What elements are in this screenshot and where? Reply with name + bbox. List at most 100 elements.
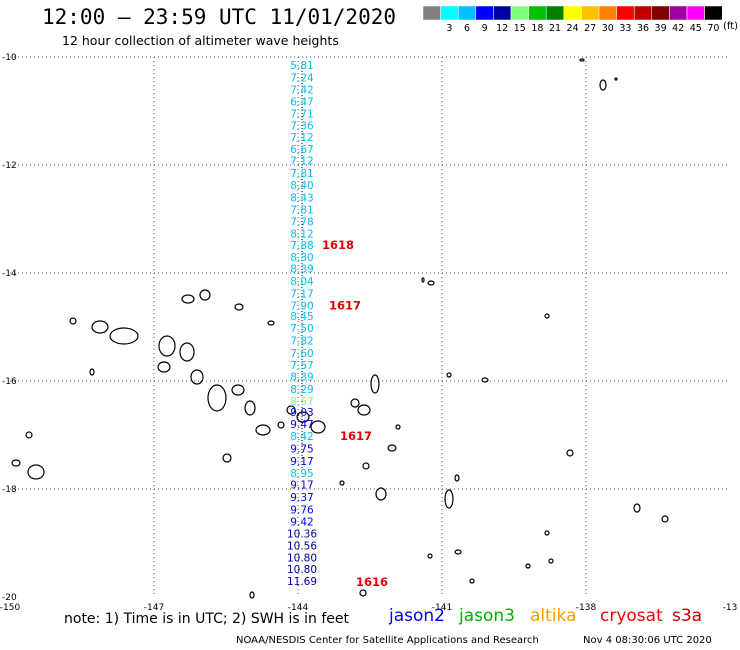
legend-label: 45 bbox=[690, 23, 702, 34]
island-outline bbox=[339, 480, 345, 486]
legend-swatch bbox=[493, 5, 512, 21]
island-outline bbox=[427, 553, 433, 559]
wave-height-label: 9.42 bbox=[290, 516, 313, 528]
island-outline bbox=[277, 421, 285, 429]
wave-height-label: 7.82 bbox=[290, 336, 313, 348]
wave-height-label: 9.03 bbox=[290, 407, 313, 419]
island-outline bbox=[454, 474, 460, 482]
legend-label: 70 bbox=[707, 23, 719, 34]
island-outline bbox=[599, 79, 607, 91]
wave-height-label: 7.42 bbox=[290, 84, 313, 96]
lon-tick-label: -150 bbox=[0, 603, 20, 613]
wave-height-label: 7.90 bbox=[290, 300, 313, 312]
legend-label: 6 bbox=[464, 23, 470, 34]
wave-height-label: 7.24 bbox=[290, 73, 314, 85]
island-outline bbox=[207, 384, 227, 412]
legend-swatch bbox=[440, 5, 459, 21]
island-outline bbox=[158, 335, 176, 357]
lon-tick-label: -138 bbox=[576, 603, 597, 613]
legend-label: 21 bbox=[549, 23, 561, 34]
wave-height-label: 6.47 bbox=[290, 96, 313, 108]
wave-height-label: 10.80 bbox=[287, 553, 317, 565]
wave-height-label: 8.42 bbox=[290, 431, 313, 443]
island-outline bbox=[427, 280, 435, 286]
island-outline bbox=[357, 404, 371, 416]
legend-swatch bbox=[545, 5, 565, 21]
lat-tick-label: -10 bbox=[2, 53, 17, 63]
wave-height-label: 11.69 bbox=[287, 576, 317, 588]
island-outline bbox=[370, 374, 380, 394]
wave-height-label: 8.95 bbox=[290, 468, 313, 480]
legend-swatch bbox=[528, 5, 547, 21]
wave-height-label: 10.36 bbox=[287, 528, 317, 540]
island-outline bbox=[89, 368, 95, 376]
legend-swatch bbox=[510, 5, 529, 21]
legend-units: (ft) bbox=[723, 21, 739, 32]
satellite-name: jason2 bbox=[389, 606, 445, 626]
legend-swatch bbox=[598, 5, 617, 21]
lon-tick-label: -147 bbox=[144, 603, 164, 613]
page-subtitle: 12 hour collection of altimeter wave hei… bbox=[62, 33, 339, 48]
island-outline bbox=[359, 589, 367, 597]
legend-swatch bbox=[563, 5, 582, 21]
wave-height-label: 7.12 bbox=[290, 156, 313, 168]
satellite-name: jason3 bbox=[459, 606, 515, 626]
wave-height-label: 8.39 bbox=[290, 264, 313, 276]
wave-height-label: 10.56 bbox=[287, 541, 317, 553]
satellite-name: altika bbox=[530, 606, 577, 626]
wave-height-label: 10.80 bbox=[287, 564, 317, 576]
island-outline bbox=[548, 558, 554, 564]
legend-swatch bbox=[475, 5, 494, 21]
island-outline bbox=[469, 578, 475, 584]
island-outline bbox=[633, 503, 641, 513]
island-outline bbox=[181, 294, 195, 304]
wave-height-label: 9.17 bbox=[290, 480, 313, 492]
island-outline bbox=[544, 530, 550, 536]
wave-height-label: 9.75 bbox=[290, 444, 313, 456]
island-outline bbox=[179, 342, 195, 362]
island-outline bbox=[310, 420, 326, 434]
island-outline bbox=[267, 320, 275, 326]
island-outline bbox=[362, 462, 370, 470]
footer-note: note: 1) Time is in UTC; 2) SWH is in fe… bbox=[64, 611, 350, 627]
lat-tick-label: -14 bbox=[2, 269, 17, 279]
island-outline bbox=[234, 303, 244, 311]
wave-height-label: 7.12 bbox=[290, 132, 313, 144]
wave-height-label: 8.45 bbox=[290, 311, 313, 323]
island-outline bbox=[661, 515, 669, 523]
island-outline bbox=[375, 487, 387, 501]
wave-height-label: 6.67 bbox=[290, 144, 313, 156]
lat-tick-label: -18 bbox=[2, 485, 17, 495]
legend-label: 30 bbox=[602, 23, 614, 34]
island-outline bbox=[446, 372, 452, 378]
island-outline bbox=[11, 459, 21, 467]
island-outline bbox=[544, 313, 550, 319]
island-outline bbox=[481, 377, 489, 383]
legend-label: 27 bbox=[584, 23, 596, 34]
wave-height-label: 5.81 bbox=[290, 60, 313, 72]
wave-height-label: 9.47 bbox=[290, 419, 313, 431]
island-outline bbox=[199, 289, 211, 301]
island-outline bbox=[579, 58, 585, 62]
satellite-name: s3a bbox=[672, 606, 703, 626]
island-outline bbox=[190, 369, 204, 385]
island-outline bbox=[296, 411, 310, 423]
legend-swatch bbox=[457, 5, 477, 21]
island-outline bbox=[222, 453, 232, 463]
wave-height-label: 8.39 bbox=[290, 372, 313, 384]
island-outline bbox=[91, 320, 109, 334]
wave-height-label: 8.04 bbox=[290, 276, 314, 288]
island-outline bbox=[387, 444, 397, 452]
wave-height-label: 7.60 bbox=[290, 348, 313, 360]
legend-label: 18 bbox=[531, 23, 543, 34]
island-outline bbox=[525, 563, 531, 569]
wave-height-label: 7.88 bbox=[290, 240, 313, 252]
credit-line: NOAA/NESDIS Center for Satellite Applica… bbox=[236, 635, 539, 646]
wave-height-label: 7.57 bbox=[290, 360, 313, 372]
lon-tick-label: -144 bbox=[288, 603, 309, 613]
satellite-name: cryosat bbox=[600, 606, 663, 626]
legend-swatch bbox=[581, 5, 600, 21]
pass-time-label: 1616 bbox=[356, 575, 388, 589]
